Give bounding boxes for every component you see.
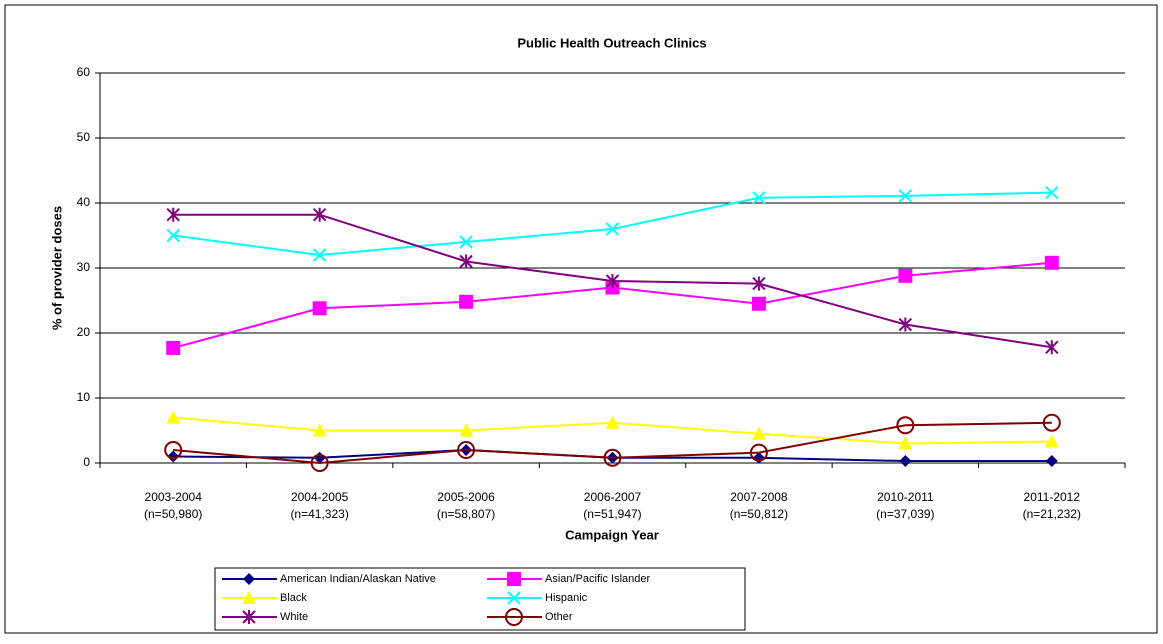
marker <box>312 301 327 316</box>
marker <box>605 274 620 288</box>
marker <box>312 248 327 262</box>
marker <box>1044 255 1059 270</box>
marker <box>1042 413 1061 432</box>
x-tick-label: 2011-2012 <box>1024 490 1081 504</box>
y-tick-label: 10 <box>77 390 91 404</box>
y-tick-label: 40 <box>77 195 91 209</box>
legend-marker <box>242 610 256 624</box>
marker <box>605 415 620 429</box>
series <box>164 413 1061 472</box>
y-tick-label: 20 <box>77 325 91 339</box>
legend-label: Asian/Pacific Islander <box>545 573 650 585</box>
legend-label: Hispanic <box>545 592 588 604</box>
marker <box>166 207 180 222</box>
marker <box>899 455 912 468</box>
marker <box>167 450 180 463</box>
x-tick-sublabel: (n=50,980) <box>144 507 202 521</box>
marker <box>1044 434 1059 448</box>
legend-marker <box>507 591 521 605</box>
legend-marker <box>507 572 521 586</box>
marker <box>164 441 183 459</box>
marker <box>459 254 473 269</box>
marker <box>898 317 913 332</box>
series <box>166 185 1059 262</box>
marker <box>166 228 180 243</box>
marker <box>1045 455 1058 468</box>
legend-label: American Indian/Alaskan Native <box>280 573 436 585</box>
legend-marker <box>242 591 256 604</box>
series <box>166 410 1059 450</box>
legend-label: Black <box>280 592 307 604</box>
marker <box>752 276 766 291</box>
y-tick-label: 60 <box>77 65 91 79</box>
chart-border <box>4 4 1158 634</box>
y-axis-label: % of provider doses <box>49 206 64 330</box>
x-tick-label: 2010-2011 <box>877 490 934 504</box>
legend-label: White <box>280 611 308 623</box>
x-tick-sublabel: (n=58,807) <box>437 507 495 521</box>
marker <box>1045 185 1059 200</box>
x-tick-sublabel: (n=37,039) <box>876 507 934 521</box>
marker <box>457 441 476 459</box>
x-tick-sublabel: (n=50,812) <box>730 507 788 521</box>
marker <box>1045 340 1059 355</box>
marker <box>751 426 766 440</box>
marker <box>751 296 766 311</box>
marker <box>312 423 327 437</box>
x-tick-sublabel: (n=41,323) <box>290 507 348 521</box>
marker <box>898 268 913 283</box>
marker <box>603 448 622 467</box>
marker <box>312 207 327 222</box>
marker <box>459 423 474 437</box>
legend-box <box>214 567 746 631</box>
marker <box>459 235 473 249</box>
line <box>173 421 1052 465</box>
marker <box>898 189 913 203</box>
series <box>166 207 1059 355</box>
y-tick-label: 0 <box>83 455 90 469</box>
x-tick-label: 2006-2007 <box>584 490 642 504</box>
y-tick-label: 30 <box>77 260 91 274</box>
marker <box>459 294 474 309</box>
marker <box>166 410 181 424</box>
marker <box>749 443 768 462</box>
y-tick-label: 50 <box>77 130 91 144</box>
legend-label: Other <box>545 611 573 623</box>
x-tick-label: 2007-2008 <box>730 490 788 504</box>
x-tick-label: 2003-2004 <box>145 490 203 504</box>
x-axis-label: Campaign Year <box>565 527 659 542</box>
x-tick-label: 2004-2005 <box>291 490 349 504</box>
marker <box>896 416 915 435</box>
x-tick-sublabel: (n=21,232) <box>1023 507 1081 521</box>
marker <box>166 340 181 355</box>
marker <box>752 191 766 205</box>
x-tick-label: 2005-2006 <box>437 490 495 504</box>
x-tick-sublabel: (n=51,947) <box>583 507 641 521</box>
marker <box>605 222 620 236</box>
marker <box>310 454 329 472</box>
legend-marker <box>505 608 523 626</box>
legend-marker <box>243 573 255 585</box>
marker <box>898 436 913 450</box>
chart-title: Public Health Outreach Clinics <box>517 35 706 50</box>
